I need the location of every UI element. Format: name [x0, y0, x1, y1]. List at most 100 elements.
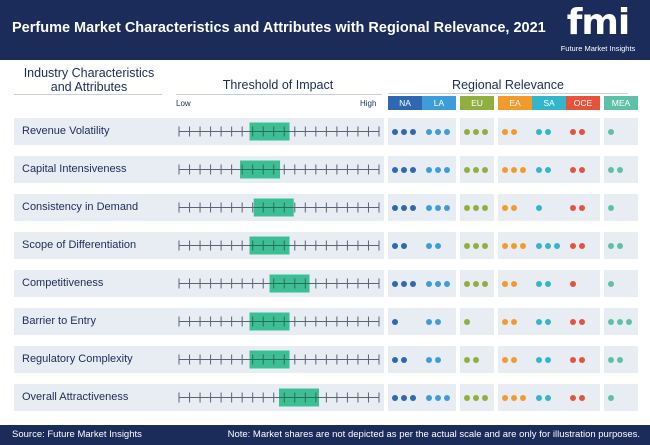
relevance-dot [579, 356, 585, 363]
region-badge-na: NA [388, 96, 422, 110]
relevance-dot [392, 128, 398, 135]
relevance-dot [570, 394, 576, 401]
relevance-dot [401, 128, 407, 135]
impact-scale [178, 198, 380, 217]
relevance-dot [502, 394, 508, 401]
relevance-dot [502, 280, 508, 287]
logo-text: Future Market Insights [560, 44, 636, 53]
relevance-dot [473, 128, 479, 135]
relevance-dot [392, 242, 398, 249]
footer-bar: Source: Future Market Insights Note: Mar… [0, 425, 650, 445]
relevance-dot [473, 394, 479, 401]
relevance-dot [511, 128, 517, 135]
relevance-dot [511, 166, 517, 173]
row-label: Competitiveness [22, 277, 104, 289]
relevance-dot [608, 242, 614, 249]
region-badge-la: LA [422, 96, 456, 110]
row-label: Consistency in Demand [22, 201, 139, 213]
relevance-dot [482, 242, 488, 249]
relevance-dot [473, 166, 479, 173]
relevance-dot [410, 204, 416, 211]
relevance-dot [401, 280, 407, 287]
relevance-dot [502, 128, 508, 135]
impact-scale [178, 122, 380, 141]
impact-scale [178, 388, 380, 407]
relevance-dot [435, 280, 441, 287]
relevance-dot [511, 280, 517, 287]
region-badge-mea: MEA [604, 96, 638, 110]
region-badge-ea: EA [498, 96, 532, 110]
relevance-dot [511, 394, 517, 401]
relevance-dot [444, 280, 450, 287]
relevance-dot [536, 166, 542, 173]
relevance-dot [511, 204, 517, 211]
relevance-dot [464, 166, 470, 173]
relevance-dot [444, 166, 450, 173]
relevance-dot [502, 242, 508, 249]
relevance-dot [426, 166, 432, 173]
relevance-dot [426, 356, 432, 363]
relevance-dot [435, 318, 441, 325]
fmi-logo: fmi Future Market Insights [553, 4, 643, 56]
row-label: Capital Intensiveness [22, 163, 127, 175]
relevance-dot [464, 204, 470, 211]
relevance-dot [482, 204, 488, 211]
relevance-dot [511, 242, 517, 249]
impact-scale [178, 236, 380, 255]
relevance-dot [579, 204, 585, 211]
relevance-dot [536, 242, 542, 249]
relevance-dot [464, 356, 470, 363]
relevance-dot [520, 242, 526, 249]
relevance-dot [570, 356, 576, 363]
relevance-dot [536, 204, 542, 211]
relevance-dot [570, 318, 576, 325]
relevance-dot [444, 204, 450, 211]
relevance-dot [520, 394, 526, 401]
relevance-dot [401, 242, 407, 249]
relevance-dot [502, 318, 508, 325]
relevance-dot [545, 166, 551, 173]
industry-column-header: Industry Characteristics and Attributes [23, 66, 155, 94]
relevance-dot [570, 242, 576, 249]
relevance-dot [435, 204, 441, 211]
relevance-dot [502, 166, 508, 173]
relevance-dot [444, 128, 450, 135]
regional-column-header: Regional Relevance [452, 78, 564, 92]
relevance-dot [608, 280, 614, 287]
relevance-dot [473, 242, 479, 249]
relevance-dot [392, 394, 398, 401]
relevance-dot [426, 204, 432, 211]
relevance-dot [401, 356, 407, 363]
relevance-dot [392, 356, 398, 363]
relevance-dot [401, 204, 407, 211]
relevance-dot [617, 166, 623, 173]
scale-high-label: High [360, 99, 377, 108]
relevance-dot [401, 166, 407, 173]
regional-underline [388, 93, 628, 94]
relevance-dot [482, 280, 488, 287]
relevance-dot [570, 166, 576, 173]
relevance-dot [579, 166, 585, 173]
relevance-dot [502, 204, 508, 211]
relevance-dot [392, 318, 398, 325]
impact-scale [178, 274, 380, 293]
relevance-dot [608, 318, 614, 325]
threshold-column-header: Threshold of Impact [222, 78, 334, 92]
relevance-dot [502, 356, 508, 363]
relevance-dot [626, 318, 632, 325]
source-note: Source: Future Market Insights [12, 429, 142, 440]
relevance-dot [435, 394, 441, 401]
header-bar: Perfume Market Characteristics and Attri… [0, 0, 650, 60]
relevance-dot [570, 128, 576, 135]
page-title: Perfume Market Characteristics and Attri… [12, 20, 546, 36]
relevance-dot [545, 356, 551, 363]
relevance-dot [464, 318, 470, 325]
relevance-dot [473, 280, 479, 287]
relevance-dot [401, 394, 407, 401]
relevance-dot [435, 242, 441, 249]
relevance-dot [570, 204, 576, 211]
impact-scale [178, 160, 380, 179]
relevance-dot [392, 166, 398, 173]
relevance-dot [608, 166, 614, 173]
relevance-dot [464, 394, 470, 401]
